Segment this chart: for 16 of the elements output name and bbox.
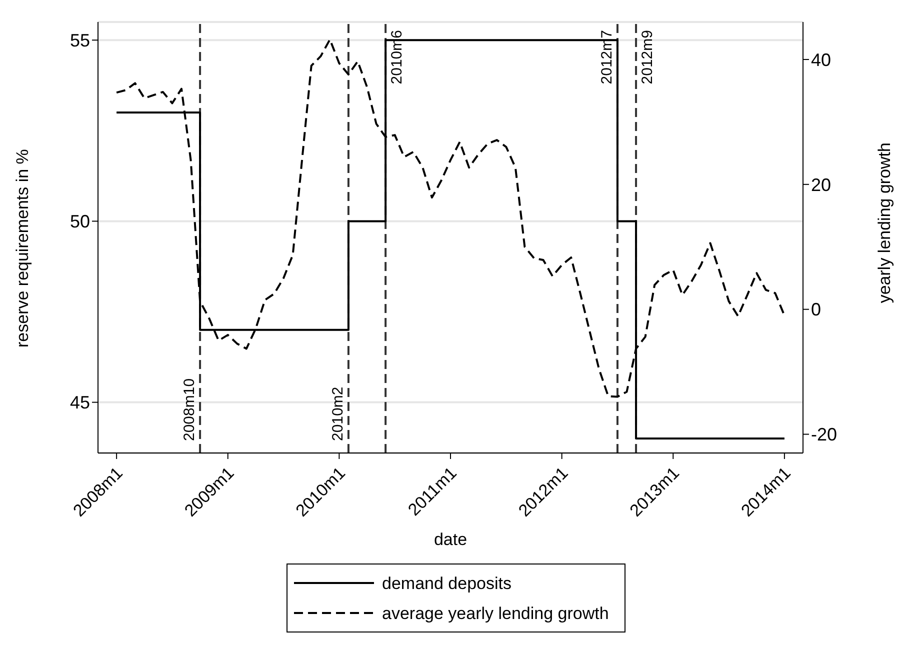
- y2-tick-label: 0: [811, 300, 822, 320]
- y2-tick-label: 40: [811, 50, 832, 70]
- y2-tick-label: -20: [811, 424, 838, 445]
- y2-tick-label: 20: [811, 174, 832, 195]
- y-tick-label: 50: [70, 212, 90, 232]
- legend-label: average yearly lending growth: [382, 604, 609, 623]
- y-tick-label: 45: [70, 392, 90, 413]
- y-tick-label: 55: [70, 30, 90, 50]
- ref-line-label: 2010m2: [329, 386, 346, 441]
- ref-line-label: 2008m10: [181, 378, 198, 441]
- ref-line-label: 2010m6: [388, 30, 406, 84]
- y2-axis-title: yearly lending growth: [875, 142, 894, 304]
- x-axis-title: date: [434, 530, 468, 549]
- legend-label: demand deposits: [382, 574, 512, 593]
- ref-line-label: 2012m9: [639, 30, 656, 84]
- y-axis-title: reserve requirements in %: [13, 149, 32, 348]
